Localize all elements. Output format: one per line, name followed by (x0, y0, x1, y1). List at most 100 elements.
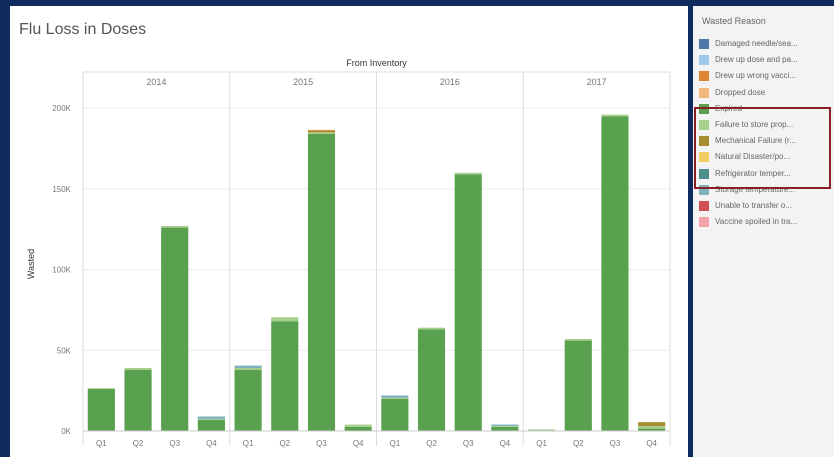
legend-item[interactable]: Storage temperature... (699, 184, 829, 196)
legend-swatch (699, 120, 709, 130)
legend-item[interactable]: Dropped dose (699, 87, 829, 99)
y-tick-label: 0K (61, 427, 71, 436)
legend-swatch (699, 217, 709, 228)
legend-swatch (699, 39, 709, 49)
legend-highlight-box (694, 107, 831, 189)
legend-swatch (699, 184, 709, 195)
bar-segment (601, 116, 629, 431)
quarter-label: Q1 (390, 439, 401, 448)
bar-segment (197, 418, 225, 420)
year-label: 2016 (440, 77, 460, 87)
legend-label: Vaccine spoiled in tra... (715, 217, 798, 227)
legend-label: Damaged needle/sea... (715, 39, 798, 48)
y-tick-label: 200K (52, 104, 71, 113)
bar-segment (161, 225, 189, 228)
quarter-label: Q4 (500, 439, 511, 448)
legend-item[interactable]: Natural Disaster/po... (699, 151, 829, 163)
year-label: 2015 (293, 77, 313, 87)
bar-chart: From Inventory Wasted 0K 50K 100K 150K 200K 201… (26, 58, 671, 448)
bar-segment (307, 133, 336, 431)
bar-segment (161, 227, 189, 431)
quarter-label: Q3 (610, 439, 621, 448)
year-label: 2014 (146, 77, 166, 87)
legend-panel: Wasted Reason Damaged needle/sea... Drew … (693, 6, 834, 457)
quarter-label: Q2 (133, 439, 144, 448)
legend-swatch (699, 152, 709, 163)
bar-segment (271, 317, 299, 322)
bar-segment (638, 428, 666, 431)
column-header: From Inventory (346, 58, 407, 68)
legend-swatch (699, 87, 709, 98)
bar-segment (381, 397, 409, 399)
legend-item[interactable]: Drew up dose and pa... (699, 54, 829, 66)
y-tick-label: 150K (52, 185, 71, 194)
bar-segment (234, 369, 262, 431)
legend-label: Drew up dose and pa... (715, 55, 798, 65)
legend-label: Drew up wrong vacci... (715, 71, 796, 81)
bar-segment (124, 369, 152, 431)
legend-label: Unable to transfer o... (715, 201, 792, 210)
quarter-label: Q3 (169, 439, 180, 448)
quarter-label: Q3 (316, 439, 327, 448)
bar-segment (638, 426, 666, 429)
bar-segment (454, 172, 482, 175)
bar-segment (124, 368, 152, 370)
bar-segment (491, 426, 519, 431)
bar-segment (564, 340, 592, 431)
bar-segment (87, 388, 115, 390)
y-tick-label: 50K (57, 346, 72, 355)
legend-swatch (699, 201, 709, 211)
bar-segment (417, 329, 446, 431)
legend-label: Failure to store prop... (715, 120, 794, 129)
legend-swatch (699, 55, 709, 66)
quarter-label: Q2 (573, 439, 584, 448)
quarter-label: Q4 (206, 439, 217, 448)
legend-item[interactable]: Failure to store prop... (699, 119, 829, 131)
legend-label: Refrigerator temper... (715, 168, 791, 178)
bar-segment (234, 368, 262, 370)
year-label: 2017 (587, 77, 607, 87)
quarter-label: Q1 (243, 439, 254, 448)
quarter-label: Q3 (463, 439, 474, 448)
quarter-label: Q4 (646, 439, 657, 448)
bar-segment (381, 398, 409, 431)
bar-segment (381, 395, 409, 398)
bar-segment (197, 416, 225, 419)
bar-segment (87, 389, 115, 431)
legend-item[interactable]: Vaccine spoiled in tra... (699, 216, 829, 228)
legend-item[interactable]: Damaged needle/sea... (699, 38, 829, 50)
bar-segment (234, 365, 262, 369)
legend-swatch (699, 168, 709, 179)
bar-segment (528, 429, 556, 431)
legend-swatch (699, 136, 709, 147)
bar-segment (307, 132, 336, 134)
bar-segment (491, 424, 519, 427)
quarter-label: Q1 (536, 439, 547, 448)
y-tick-label: 100K (52, 266, 71, 275)
quarter-label: Q2 (279, 439, 290, 448)
bar-segment (197, 419, 225, 431)
bar-segment (271, 321, 299, 431)
bar-segment (564, 338, 592, 341)
legend-item[interactable]: Drew up wrong vacci... (699, 70, 829, 82)
legend-label: Mechanical Failure (r... (715, 136, 796, 146)
legend-swatch (699, 71, 709, 82)
bar-segment (417, 327, 446, 330)
bar-segment (638, 422, 666, 427)
chart-title: Flu Loss in Doses (19, 21, 147, 38)
legend-label: Storage temperature... (715, 184, 796, 194)
bar-segment (344, 424, 372, 427)
chart-panel: Flu Loss in Doses From Inventory Wasted 0K… (10, 6, 688, 457)
legend-item[interactable]: Unable to transfer o... (699, 200, 829, 212)
bar-segment (307, 130, 336, 133)
legend-item[interactable]: Mechanical Failure (r... (699, 135, 829, 147)
bar-segment (307, 129, 336, 131)
legend-item[interactable]: Refrigerator temper... (699, 168, 829, 180)
bar-segment (491, 426, 519, 427)
quarter-label: Q4 (353, 439, 364, 448)
legend-label: Dropped dose (715, 87, 766, 97)
bar-segment (344, 426, 372, 431)
legend-title: Wasted Reason (702, 16, 766, 26)
legend-label: Natural Disaster/po... (715, 152, 791, 162)
y-axis-label: Wasted (26, 249, 36, 279)
